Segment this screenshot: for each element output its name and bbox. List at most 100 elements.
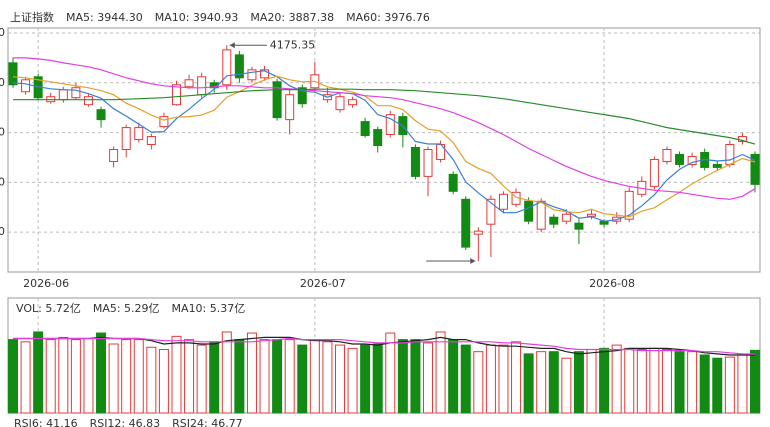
y-tick-label: 3900 [0,175,5,188]
volume-bar [548,351,559,414]
candle-body [8,62,18,86]
volume-bar [284,339,295,414]
volume-bar [498,344,509,414]
volume-bar [20,341,31,414]
volume-panel [7,297,761,414]
candle-body [184,79,194,88]
candle-body [423,149,433,177]
y-tick-label: 4100 [0,76,5,89]
x-tick-label: 2026-07 [300,277,346,290]
candle-body [587,213,597,217]
volume-bar [70,339,81,414]
legend-entry: MA60: 3976.76 [346,11,430,24]
candle-body [134,127,144,141]
legend-entry: VOL: 5.72亿 [16,302,81,315]
candle-body [285,94,295,121]
candle-body [712,163,722,168]
legend-entry: MA10: 5.37亿 [172,302,246,315]
volume-bar [699,354,710,414]
candle-body [222,49,232,86]
candle-body [486,198,496,225]
candle-body [58,89,68,101]
candle-body [574,222,584,230]
volume-bar [158,348,169,414]
volume-bar [511,341,522,414]
volume-bar [448,339,459,414]
legend-entry: MA10: 3940.93 [155,11,239,24]
candle-body [146,136,156,146]
y-tick-label: 4000 [0,126,5,139]
volume-bar [649,347,660,414]
high-label: 4175.35 [270,38,316,51]
candle-body [385,114,395,136]
ma-line [12,75,756,218]
volume-bar [209,341,220,414]
rsi-label: RSI12: 46.83 [90,417,161,427]
candle-body [197,76,207,96]
candle-body [297,87,307,105]
candle-body [96,109,106,121]
candle-body [461,198,471,248]
candle-body [260,69,270,79]
candle-body [360,121,370,137]
candle-body [498,193,508,210]
volume-bar [724,356,735,414]
x-tick-label: 2026-06 [23,277,69,290]
candle-body [549,216,559,225]
candle-body [234,54,244,79]
high-arrow-head [229,42,235,49]
volume-bar [83,338,94,414]
volume-bar [636,348,647,414]
volume-bar [58,336,69,414]
volume-bar [385,332,396,414]
volume-bar [221,331,232,414]
volume-bar [410,339,421,414]
candle-body [171,84,181,106]
candle-body [524,200,534,222]
candle-body [109,149,119,162]
candle-body [247,69,257,81]
volume-bar [246,332,257,414]
ma-line [13,57,756,200]
candle-body [121,127,131,151]
legend-entry: MA20: 3887.38 [250,11,334,24]
volume-bar [196,344,207,414]
volume-bar [536,351,547,414]
volume-ma-line [13,337,756,355]
volume-bar [309,339,320,414]
candle-body [410,147,420,177]
volume-bar [423,342,434,414]
volume-bar [108,343,119,414]
volume-bar [573,351,584,414]
candle-body [725,144,735,165]
volume-bar [133,339,144,414]
volume-bar [234,339,245,414]
volume-bar [272,339,283,414]
y-tick-label: 4200 [0,26,5,39]
volume-bar [372,343,383,414]
volume-bar [297,344,308,414]
volume-bar [360,344,371,414]
volume-bar [322,341,333,414]
candle-body [21,79,31,93]
candle-body [687,155,697,165]
rsi-label: RSI24: 46.77 [172,417,243,427]
volume-bar [435,331,446,414]
candle-body [649,158,659,187]
volume-bar [750,349,760,414]
candle-body [335,96,345,111]
volume-bar [347,347,358,414]
volume-bar [8,339,18,414]
price-panel [7,27,761,273]
volume-bar [184,339,195,414]
candle-body [373,129,383,147]
candle-body [624,190,634,220]
volume-bar [397,339,408,414]
volume-bar [561,357,572,414]
volume-bar [45,339,56,414]
volume-bar [460,344,471,414]
volume-bar [737,354,748,414]
ma-line [12,70,756,222]
volume-bar [96,332,107,414]
y-tick-label: 3800 [0,225,5,238]
